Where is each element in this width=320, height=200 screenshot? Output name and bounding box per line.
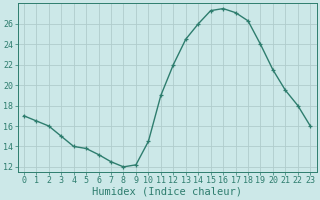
X-axis label: Humidex (Indice chaleur): Humidex (Indice chaleur) xyxy=(92,187,242,197)
